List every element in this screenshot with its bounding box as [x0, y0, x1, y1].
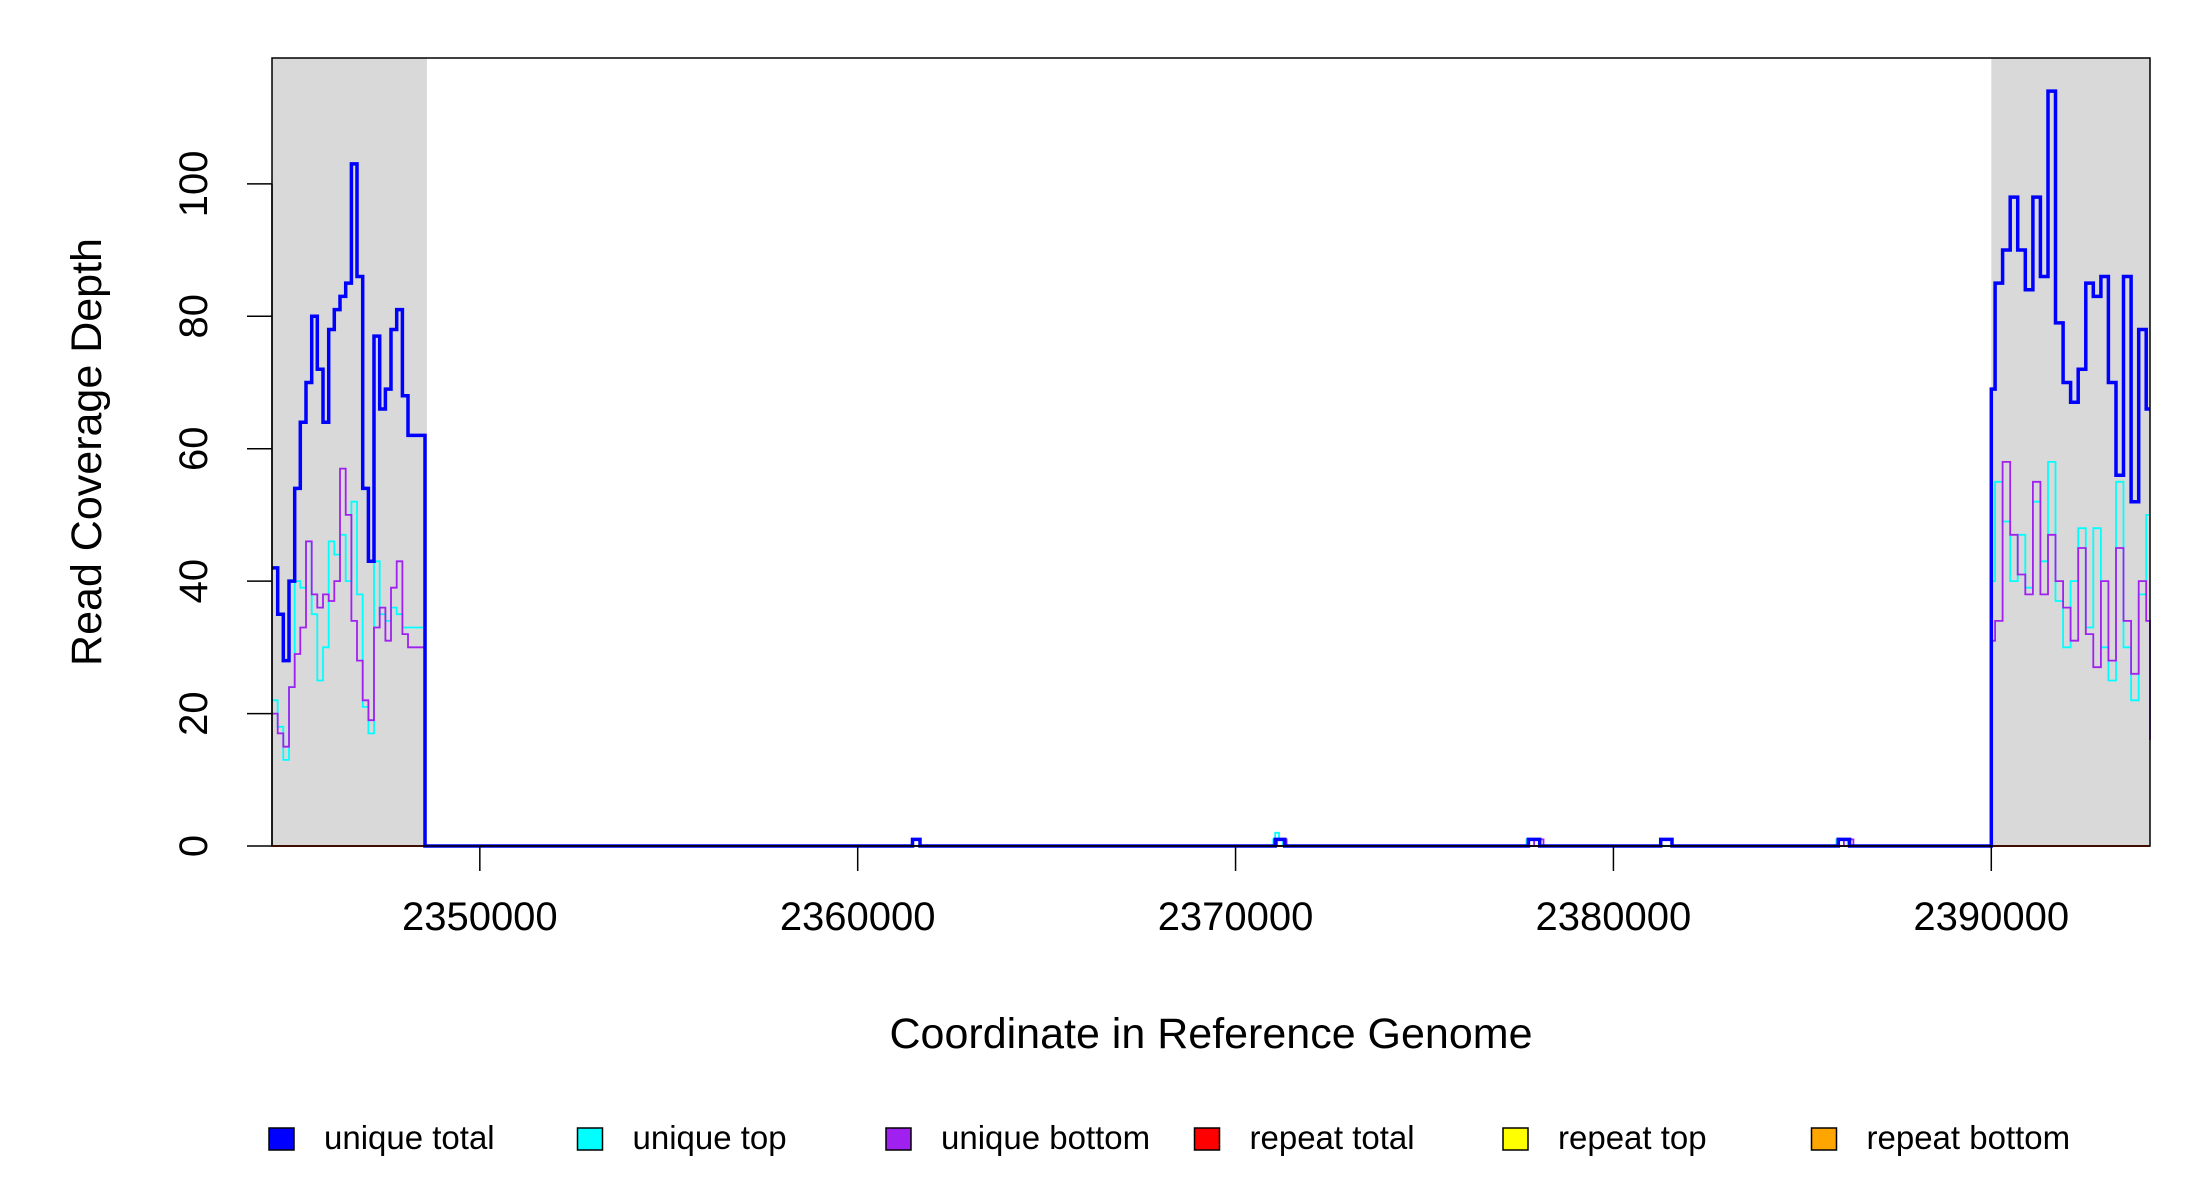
shaded-region-1: [1991, 58, 2150, 846]
series-line-unique-total: [272, 89, 2150, 848]
legend-label-repeat-bottom: repeat bottom: [1867, 1119, 2071, 1156]
legend-swatch-unique-top: [576, 1127, 604, 1151]
legend-swatch-repeat-bottom: [1810, 1127, 1838, 1151]
x-axis: 2350000 2360000 2370000 2380000 2390000: [402, 845, 2069, 939]
y-tick-label: 20: [172, 691, 216, 736]
legend-label-unique-bottom: unique bottom: [941, 1119, 1150, 1156]
x-tick-label: 2370000: [1158, 895, 1314, 939]
y-tick-label: 80: [172, 294, 216, 339]
legend-label-unique-total: unique total: [324, 1119, 495, 1156]
y-tick-label: 60: [172, 426, 216, 471]
x-tick-label: 2350000: [402, 895, 558, 939]
legend-swatch-unique-bottom: [885, 1127, 912, 1151]
series-line-unique-bottom: [272, 461, 2151, 847]
y-tick-label: 40: [172, 559, 216, 604]
shaded-region-0: [272, 58, 427, 846]
legend-label-unique-top: unique top: [633, 1119, 787, 1156]
legend: unique total unique top unique bottom repea…: [268, 1119, 2071, 1156]
legend-swatch-repeat-top: [1502, 1127, 1529, 1151]
y-axis-label: Read Coverage Depth: [63, 238, 111, 666]
y-tick-label: 100: [172, 150, 216, 217]
x-tick-label: 2390000: [1913, 895, 2069, 939]
x-axis-label: Coordinate in Reference Genome: [890, 1010, 1533, 1058]
x-tick-label: 2380000: [1536, 895, 1692, 939]
x-tick-label: 2360000: [780, 895, 936, 939]
legend-label-repeat-total: repeat total: [1250, 1119, 1415, 1156]
legend-label-repeat-top: repeat top: [1558, 1119, 1707, 1156]
legend-swatch-unique-total: [268, 1127, 295, 1151]
y-tick-label: 0: [172, 835, 216, 857]
legend-swatch-repeat-total: [1193, 1127, 1221, 1151]
y-axis: 0 20 40 60 80 100: [172, 150, 273, 857]
